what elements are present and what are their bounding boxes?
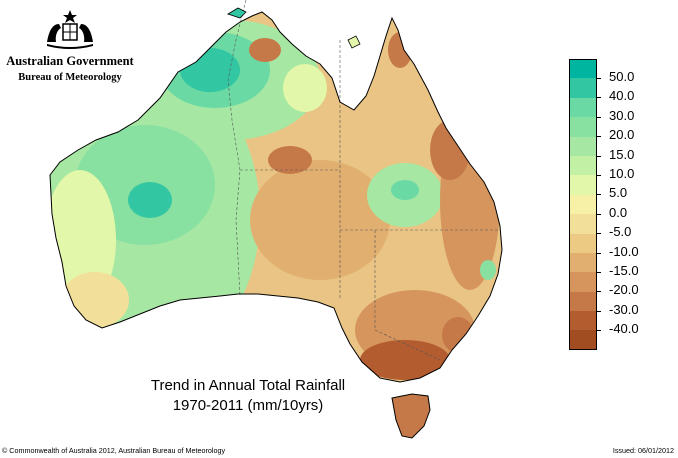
qld-interior-core — [391, 180, 419, 200]
legend-swatch — [569, 194, 597, 215]
legend-label: -40.0 — [609, 321, 639, 337]
legend-tick — [597, 116, 601, 118]
central-drying — [250, 160, 390, 280]
government-name: Australian Government — [6, 54, 134, 68]
legend-row: -20.0 — [569, 272, 669, 297]
legend-swatch — [569, 175, 597, 195]
se-qld-wetting — [480, 260, 496, 280]
bom-brand-block: Australian Government Bureau of Meteorol… — [6, 8, 134, 83]
legend-label: -30.0 — [609, 301, 639, 317]
victoria-drying — [360, 340, 450, 380]
legend-row-bottom — [569, 330, 669, 350]
legend-swatch — [569, 155, 597, 176]
kimberley-core — [180, 48, 240, 92]
coat-of-arms-icon — [47, 10, 93, 49]
legend-tick — [597, 252, 601, 254]
legend-row: 10.0 — [569, 155, 669, 181]
tasmania — [391, 393, 431, 439]
legend-row: 30.0 — [569, 97, 669, 123]
legend-swatch — [569, 59, 597, 79]
legend-row: -40.0 — [569, 311, 669, 336]
color-legend: 50.0 40.0 30.0 20.0 15.0 10.0 5.0 0.0 -5.0 -10.0 -… — [569, 59, 669, 350]
tiwi-islands — [227, 7, 247, 19]
legend-swatch — [569, 117, 597, 137]
legend-swatch — [569, 78, 597, 98]
legend-label: 0.0 — [609, 204, 628, 220]
legend-swatch — [569, 214, 597, 234]
legend-swatch — [569, 272, 597, 292]
top-end-drying — [249, 38, 281, 62]
legend-label: -15.0 — [609, 262, 639, 278]
issued-date: Issued: 06/01/2012 — [612, 446, 674, 455]
legend-tick — [597, 291, 601, 293]
nt-drying — [268, 146, 312, 174]
legend-label: -20.0 — [609, 282, 639, 298]
legend-row: 0.0 — [569, 194, 669, 220]
copyright-notice: © Commonwealth of Australia 2012, Austra… — [2, 446, 226, 455]
nsw-coast-drying — [442, 317, 474, 353]
legend-tick — [597, 97, 601, 99]
legend-swatch — [569, 233, 597, 253]
legend-tick — [597, 78, 601, 79]
bureau-name: Bureau of Meteorology — [18, 72, 122, 83]
legend-label: -5.0 — [609, 224, 632, 240]
legend-row: -10.0 — [569, 233, 669, 259]
legend-swatch — [569, 136, 597, 156]
pilbara-core — [128, 182, 172, 218]
legend-row: 15.0 — [569, 136, 669, 162]
map-title: Trend in Annual Total Rainfall 1970-2011… — [118, 376, 378, 416]
legend-row: 20.0 — [569, 117, 669, 142]
legend-tick — [597, 233, 601, 235]
legend-swatch — [569, 291, 597, 312]
legend-tick — [597, 310, 601, 312]
legend-label: -10.0 — [609, 243, 639, 259]
legend-tick — [597, 271, 601, 273]
legend-row: 50.0 — [569, 59, 669, 84]
legend-label: 15.0 — [609, 146, 635, 162]
legend-swatch — [569, 311, 597, 331]
map-title-line-1: Trend in Annual Total Rainfall — [150, 377, 346, 394]
legend-tick — [597, 174, 601, 176]
legend-label: 5.0 — [609, 185, 628, 201]
legend-row: 5.0 — [569, 175, 669, 200]
qld-coast-drying — [430, 120, 470, 180]
mainland-coastline — [49, 11, 503, 383]
legend-row: 40.0 — [569, 78, 669, 103]
legend-swatch — [569, 252, 597, 273]
legend-tick — [597, 155, 601, 157]
legend-row: -5.0 — [569, 214, 669, 239]
legend-swatch-bottom — [569, 330, 597, 350]
legend-label: 10.0 — [609, 165, 635, 181]
legend-label: 30.0 — [609, 107, 635, 123]
legend-label: 40.0 — [609, 88, 635, 104]
legend-label: 20.0 — [609, 127, 635, 143]
legend-swatch — [569, 97, 597, 118]
gulf-wet — [283, 64, 327, 112]
legend-row: -15.0 — [569, 252, 669, 278]
legend-tick — [597, 213, 601, 215]
groote-eylandt — [347, 35, 361, 49]
legend-tick — [597, 330, 601, 332]
legend-label: 50.0 — [609, 69, 635, 84]
legend-tick — [597, 136, 601, 138]
legend-row: -30.0 — [569, 291, 669, 317]
legend-tick — [597, 194, 601, 196]
map-title-line-2: 1970-2011 (mm/10yrs) — [172, 397, 324, 414]
